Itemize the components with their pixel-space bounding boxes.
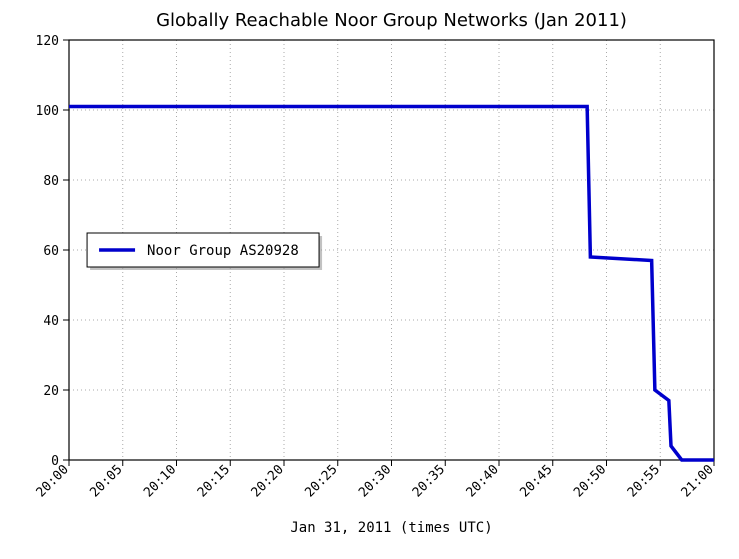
y-tick-label: 80 [43, 174, 59, 189]
legend-label: Noor Group AS20928 [147, 243, 299, 259]
line-chart: 02040608010012020:0020:0520:1020:1520:20… [0, 0, 739, 559]
y-tick-label: 60 [43, 244, 59, 259]
y-tick-label: 100 [36, 104, 59, 119]
chart-container: 02040608010012020:0020:0520:1020:1520:20… [0, 0, 739, 559]
x-axis-label: Jan 31, 2011 (times UTC) [290, 520, 492, 536]
y-tick-label: 20 [43, 384, 59, 399]
y-tick-label: 40 [43, 314, 59, 329]
chart-title: Globally Reachable Noor Group Networks (… [156, 10, 627, 31]
y-tick-label: 120 [36, 34, 59, 49]
